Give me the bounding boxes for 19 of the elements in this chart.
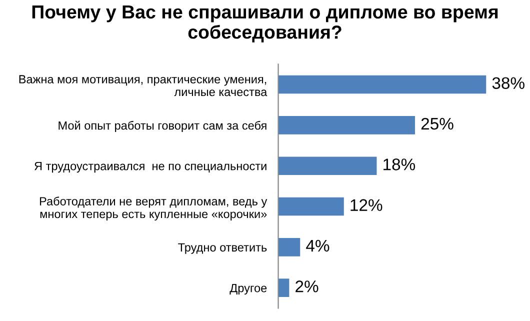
y-tick-label: Мой опыт работы говорит сам за себя: [58, 120, 266, 132]
bar: [278, 116, 416, 134]
bar: [278, 238, 300, 256]
data-label: 18%: [384, 158, 416, 170]
data-label: 2%: [296, 280, 318, 292]
bar: [278, 156, 377, 175]
bar: [278, 278, 290, 297]
data-label: 4%: [306, 240, 330, 252]
data-label: 12%: [350, 199, 382, 211]
y-tick-label: Другое: [230, 284, 267, 295]
chart-title: Почему у Вас не спрашивали о дипломе во время собеседования?: [32, 6, 498, 42]
y-tick-label: Важна моя мотивация, практические умения, личные качества: [19, 75, 268, 96]
y-tick-label: Работодатели не верят дипломам, ведь у многих теперь есть купленные «корочки»: [40, 196, 268, 221]
data-label: 25%: [421, 118, 454, 130]
bar: [278, 197, 344, 216]
data-label: 38%: [492, 77, 524, 90]
y-tick-label: Я трудоустраивался не по специальности: [34, 162, 266, 173]
y-tick-label: Трудно ответить: [178, 243, 267, 254]
bar: [278, 75, 486, 94]
